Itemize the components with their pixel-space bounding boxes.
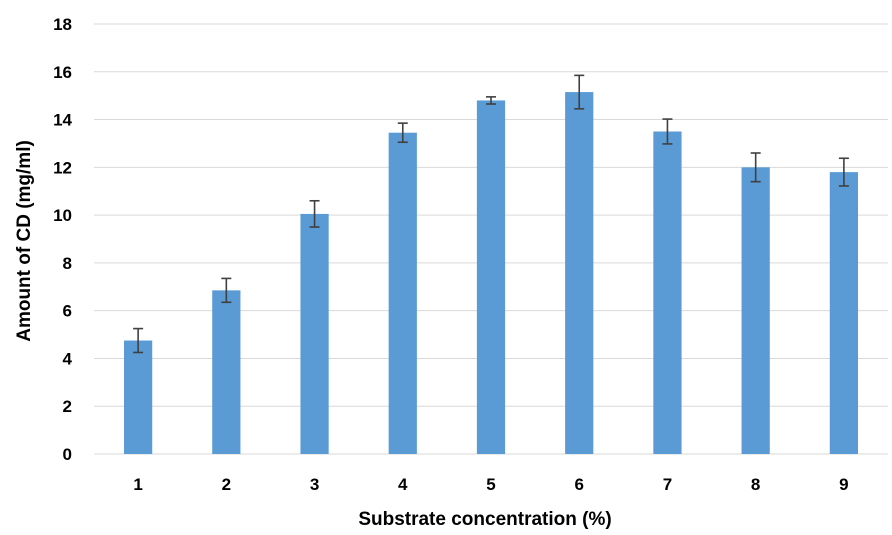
error-bars (133, 74, 849, 354)
x-tick-label: 2 (222, 475, 231, 494)
bar (300, 213, 329, 454)
y-axis-title: Amount of CD (mg/ml) (14, 140, 35, 342)
bar (123, 340, 153, 454)
y-tick-label: 12 (53, 158, 72, 177)
x-tick-label: 5 (486, 475, 495, 494)
error-bar (133, 327, 144, 354)
x-axis-title: Substrate concentration (%) (358, 509, 611, 530)
error-bar (397, 122, 408, 144)
error-bar (662, 118, 673, 145)
y-tick-label: 16 (53, 63, 72, 82)
x-tick-label: 4 (398, 475, 408, 494)
x-tick-label: 3 (310, 475, 319, 494)
y-tick-label: 6 (63, 302, 72, 321)
x-axis-ticks: 1 2 3 4 5 6 7 8 9 (133, 475, 848, 494)
x-tick-label: 6 (574, 475, 583, 494)
y-tick-label: 10 (53, 206, 72, 225)
bar (829, 172, 859, 454)
bar (476, 100, 506, 454)
y-tick-label: 2 (63, 397, 72, 416)
y-tick-label: 4 (63, 349, 73, 368)
error-bar (750, 152, 761, 183)
bar (653, 131, 682, 454)
x-tick-label: 7 (663, 475, 672, 494)
x-tick-label: 1 (133, 475, 142, 494)
error-bar (486, 96, 496, 105)
y-tick-label: 14 (53, 111, 72, 130)
bar (741, 167, 770, 455)
y-tick-label: 0 (63, 445, 72, 464)
x-tick-label: 9 (839, 475, 848, 494)
error-bar (221, 277, 232, 304)
y-tick-label: 8 (63, 254, 72, 273)
x-tick-label: 8 (751, 475, 760, 494)
bar (388, 132, 417, 454)
bar-series (123, 92, 859, 455)
y-axis-ticks: 0 2 4 6 8 10 12 14 16 18 (53, 15, 72, 464)
bar (212, 290, 241, 454)
error-bar (309, 199, 320, 228)
y-tick-label: 18 (53, 15, 72, 34)
error-bar (574, 74, 585, 110)
error-bar (838, 157, 849, 187)
bar (565, 92, 594, 454)
